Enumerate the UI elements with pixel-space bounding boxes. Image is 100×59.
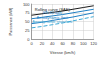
svg-text:Aerodynamic standard: Aerodynamic standard: [32, 19, 72, 24]
svg-text:Rolling curve (SAE): Rolling curve (SAE): [34, 6, 70, 12]
svg-text:120: 120: [90, 41, 97, 46]
svg-text:Aerodynamic limit: Aerodynamic limit: [36, 15, 69, 20]
svg-text:Vitesse (km/h): Vitesse (km/h): [50, 50, 76, 55]
svg-text:40: 40: [50, 41, 55, 46]
svg-text:60: 60: [60, 41, 65, 46]
svg-text:100: 100: [80, 41, 87, 46]
svg-text:50: 50: [25, 19, 30, 24]
svg-text:EN 80 kph: EN 80 kph: [42, 10, 62, 16]
svg-text:100: 100: [23, 2, 30, 7]
svg-text:80: 80: [71, 41, 76, 46]
svg-text:20: 20: [40, 41, 45, 46]
svg-text:0: 0: [30, 41, 33, 46]
svg-text:75: 75: [25, 10, 30, 15]
svg-text:25: 25: [25, 28, 30, 33]
svg-text:0: 0: [27, 36, 30, 42]
svg-text:Puissance (kW): Puissance (kW): [8, 7, 13, 36]
